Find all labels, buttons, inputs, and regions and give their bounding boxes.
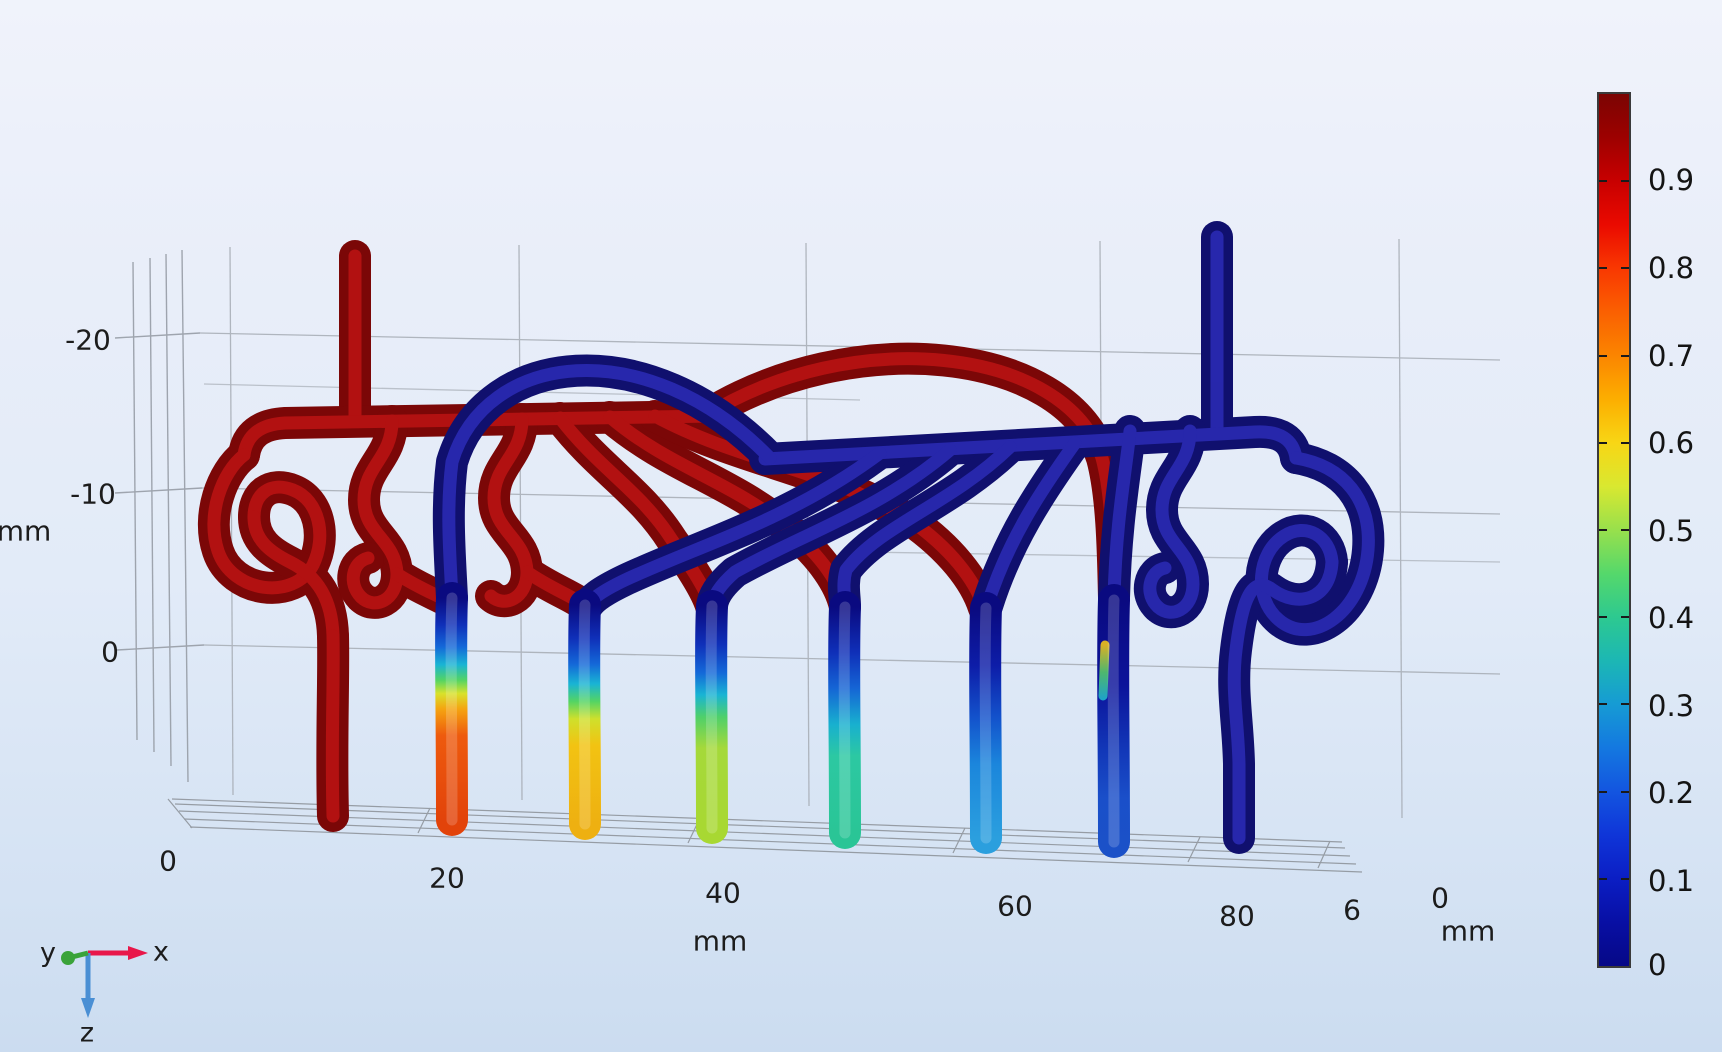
colorbar-tick-0.5: 0.5 (1648, 514, 1695, 548)
x-tick-40: 40 (705, 876, 741, 910)
y-axis-dot (61, 951, 75, 965)
triad-x-label: x (153, 936, 169, 968)
outlet-tube-4 (695, 590, 728, 844)
y-tick-0: 0 (1431, 881, 1449, 915)
grid-wall-left (114, 249, 205, 783)
z-tick--20: -20 (65, 323, 111, 357)
colorbar-tick-0.4: 0.4 (1648, 601, 1695, 635)
outlet-tube-2 (435, 582, 468, 836)
z-axis-unit: mm (0, 514, 52, 548)
outlet-tube-7 (1097, 584, 1130, 858)
colorbar-tick-0.2: 0.2 (1648, 776, 1695, 810)
triad-y-label: y (40, 937, 56, 969)
z-tick-0: 0 (101, 635, 119, 669)
outlet-tubes-mixed (435, 582, 1130, 858)
colorbar-tick-0.9: 0.9 (1648, 163, 1695, 197)
x-tick-20: 20 (429, 861, 465, 895)
z-tick--10: -10 (70, 477, 116, 511)
colorbar-tick-0.8: 0.8 (1648, 251, 1695, 285)
x-tick-80: 80 (1219, 899, 1255, 933)
grid-floor (167, 798, 1363, 873)
colorbar-tick-0.3: 0.3 (1648, 689, 1695, 723)
outlet-tube-5 (828, 591, 861, 849)
y-tick-6: 6 (1343, 893, 1361, 927)
colorbar-tick-0.1: 0.1 (1648, 864, 1695, 898)
coordinate-triad (61, 946, 148, 1018)
outlet-tube-3 (568, 589, 601, 840)
x-tick-60: 60 (997, 889, 1033, 923)
colorbar (1597, 92, 1631, 968)
colorbar-tick-0.6: 0.6 (1648, 426, 1695, 460)
y-axis-unit: mm (1440, 914, 1496, 948)
colorbar-tick-0.7: 0.7 (1648, 339, 1695, 373)
triad-z-label: z (79, 1017, 95, 1049)
outlet-7-mixing-wedge (1098, 640, 1110, 701)
colorbar-tick-0: 0 (1648, 948, 1667, 982)
x-tick-0: 0 (159, 844, 177, 878)
outlet-tube-6 (969, 592, 1002, 854)
x-axis-unit: mm (692, 924, 748, 958)
